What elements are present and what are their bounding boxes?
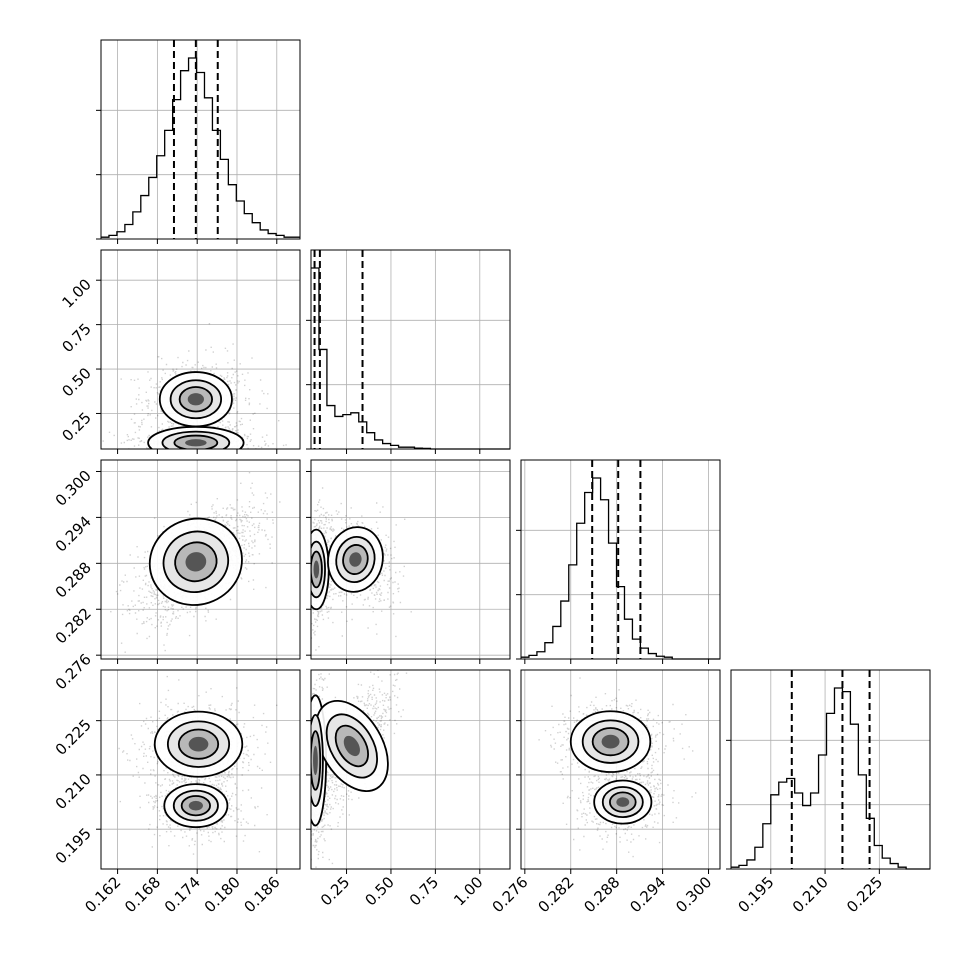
y-tick-label-p1: 0.75 [58, 320, 94, 356]
panel-content [538, 677, 697, 858]
panel-content [118, 675, 278, 855]
x-tick-label-p3: 0.195 [735, 873, 778, 916]
x-tick-label-p2: 0.276 [489, 873, 532, 916]
x-tick-label-p0: 0.174 [161, 873, 204, 916]
y-tick-label-p2: 0.276 [52, 650, 95, 693]
panel-content [102, 323, 287, 449]
scatter-panel-p1-p3 [310, 669, 511, 870]
contour-level-3 [349, 552, 362, 567]
hist-panel-p1 [306, 249, 511, 450]
contour-level-3 [616, 797, 630, 807]
x-tick-label-p0: 0.168 [121, 873, 164, 916]
y-tick-label-p2: 0.294 [52, 513, 95, 556]
x-tick-label-p1: 0.75 [406, 873, 442, 909]
x-tick-label-p1: 0.50 [361, 873, 397, 909]
hist-panel-p3 [726, 669, 931, 870]
x-tick-label-p0: 0.162 [81, 873, 124, 916]
panel-frame [100, 459, 301, 660]
hist-frame-p2 [520, 459, 721, 660]
y-tick-label-p1: 0.25 [58, 409, 94, 445]
x-tick-label-p3: 0.210 [789, 873, 832, 916]
contour-level-3 [188, 800, 203, 811]
hist-panel-p0 [96, 39, 301, 240]
panel-content [311, 670, 408, 869]
x-tick-label-p2: 0.294 [626, 873, 669, 916]
scatter-panel-p0-p3 [100, 669, 301, 870]
y-tick-label-p1: 0.50 [58, 364, 94, 400]
panel-frame [310, 459, 511, 660]
y-tick-label-p2: 0.288 [52, 558, 95, 601]
x-tick-label-p0: 0.186 [241, 873, 284, 916]
hist-step-p0 [101, 57, 300, 238]
y-tick-label-p1: 1.00 [58, 275, 94, 311]
hist-panel-p2 [516, 459, 721, 660]
scatter-panel-p0-p1 [100, 249, 301, 450]
x-tick-label-p3: 0.225 [843, 873, 886, 916]
x-tick-label-p0: 0.180 [201, 873, 244, 916]
contour-level-3 [343, 735, 360, 757]
x-tick-label-p2: 0.300 [672, 873, 715, 916]
contour-level-3 [188, 736, 209, 752]
x-tick-label-p2: 0.282 [534, 873, 577, 916]
contour-level-3 [313, 745, 318, 776]
hist-step-p2 [521, 477, 720, 660]
y-tick-label-p3: 0.225 [52, 716, 95, 759]
hist-frame-p3 [730, 669, 931, 870]
scatter-panel-p0-p2 [100, 459, 301, 660]
x-tick-label-p2: 0.288 [580, 873, 623, 916]
panel-content [311, 487, 412, 651]
contour-level-3 [185, 552, 207, 572]
scatter-panel-p2-p3 [520, 669, 721, 870]
y-tick-label-p3: 0.195 [52, 824, 95, 867]
hist-frame-p0 [100, 39, 301, 240]
x-tick-label-p1: 1.00 [450, 873, 486, 909]
panel-frame [100, 669, 301, 870]
contour-level-3 [313, 560, 320, 579]
panel-content [110, 472, 281, 653]
hist-frame-p1 [310, 249, 511, 450]
y-tick-label-p2: 0.282 [52, 604, 95, 647]
panel-frame [100, 249, 301, 450]
y-tick-label-p2: 0.300 [52, 467, 95, 510]
y-tick-label-p3: 0.210 [52, 770, 95, 813]
contour-level-3 [601, 734, 620, 749]
contour-level-3 [187, 393, 204, 406]
hist-step-p3 [731, 687, 930, 870]
scatter-panel-p1-p2 [310, 459, 511, 660]
panel-frame [520, 669, 721, 870]
contour-level-3 [185, 439, 207, 447]
x-tick-label-p1: 0.25 [317, 873, 353, 909]
panel-frame [310, 669, 511, 870]
